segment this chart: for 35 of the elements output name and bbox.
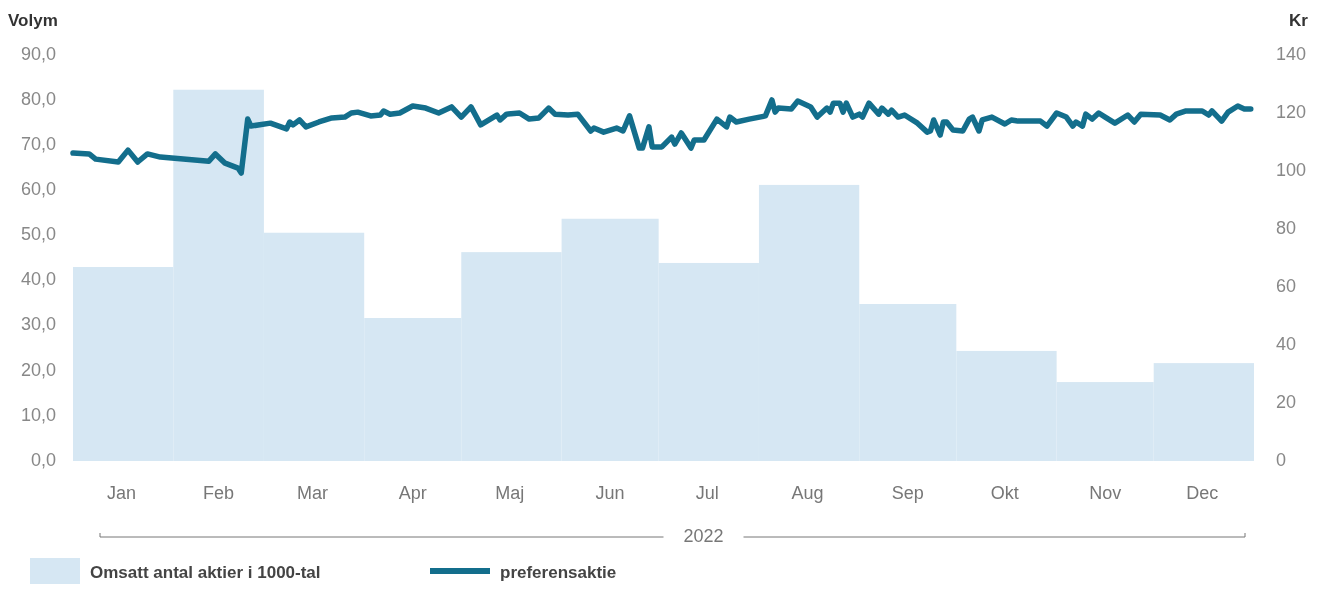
y2-tick-label: 120	[1276, 101, 1307, 122]
x-tick-label: Sep	[891, 483, 924, 503]
y-tick-label: 10,0	[20, 404, 56, 425]
y2-tick-label: 60	[1276, 275, 1297, 296]
y2-tick-label: 0	[1276, 449, 1287, 470]
y2-axis-title: Kr	[1289, 11, 1309, 30]
x-tick-label: Maj	[495, 483, 525, 503]
legend-label: preferensaktie	[500, 563, 617, 582]
y-tick-label: 90,0	[20, 43, 56, 64]
y2-tick-label: 40	[1276, 333, 1297, 354]
y-tick-label: 80,0	[20, 88, 56, 109]
x-tick-label: Jan	[107, 483, 137, 503]
y2-tick-label: 20	[1276, 391, 1297, 412]
x-tick-label: Feb	[203, 483, 235, 503]
y-tick-label: 30,0	[20, 314, 56, 335]
y2-tick-label: 140	[1276, 43, 1307, 64]
x-tick-label: Okt	[990, 483, 1019, 503]
x-tick-label: Jul	[695, 483, 719, 503]
y-tick-label: 60,0	[20, 179, 56, 200]
text: 2022	[683, 525, 724, 546]
y-axis-title: Volym	[8, 11, 58, 30]
y-tick-label: 50,0	[20, 224, 56, 245]
y-tick-label: 70,0	[20, 133, 56, 154]
y2-tick-label: 80	[1276, 217, 1297, 238]
x-tick-label: Dec	[1186, 483, 1219, 503]
x-tick-label: Mar	[296, 483, 328, 503]
x-tick-label: Apr	[398, 483, 427, 503]
y-tick-label: 40,0	[20, 269, 56, 290]
legend-label: Omsatt antal aktier i 1000-tal	[90, 563, 321, 582]
x-tick-label: Jun	[595, 483, 625, 503]
x-tick-label: Nov	[1089, 483, 1122, 503]
x-tick-label: Aug	[791, 483, 824, 503]
y2-tick-label: 100	[1276, 159, 1307, 180]
y-tick-label: 0,0	[30, 449, 56, 470]
y-tick-label: 20,0	[20, 359, 56, 380]
